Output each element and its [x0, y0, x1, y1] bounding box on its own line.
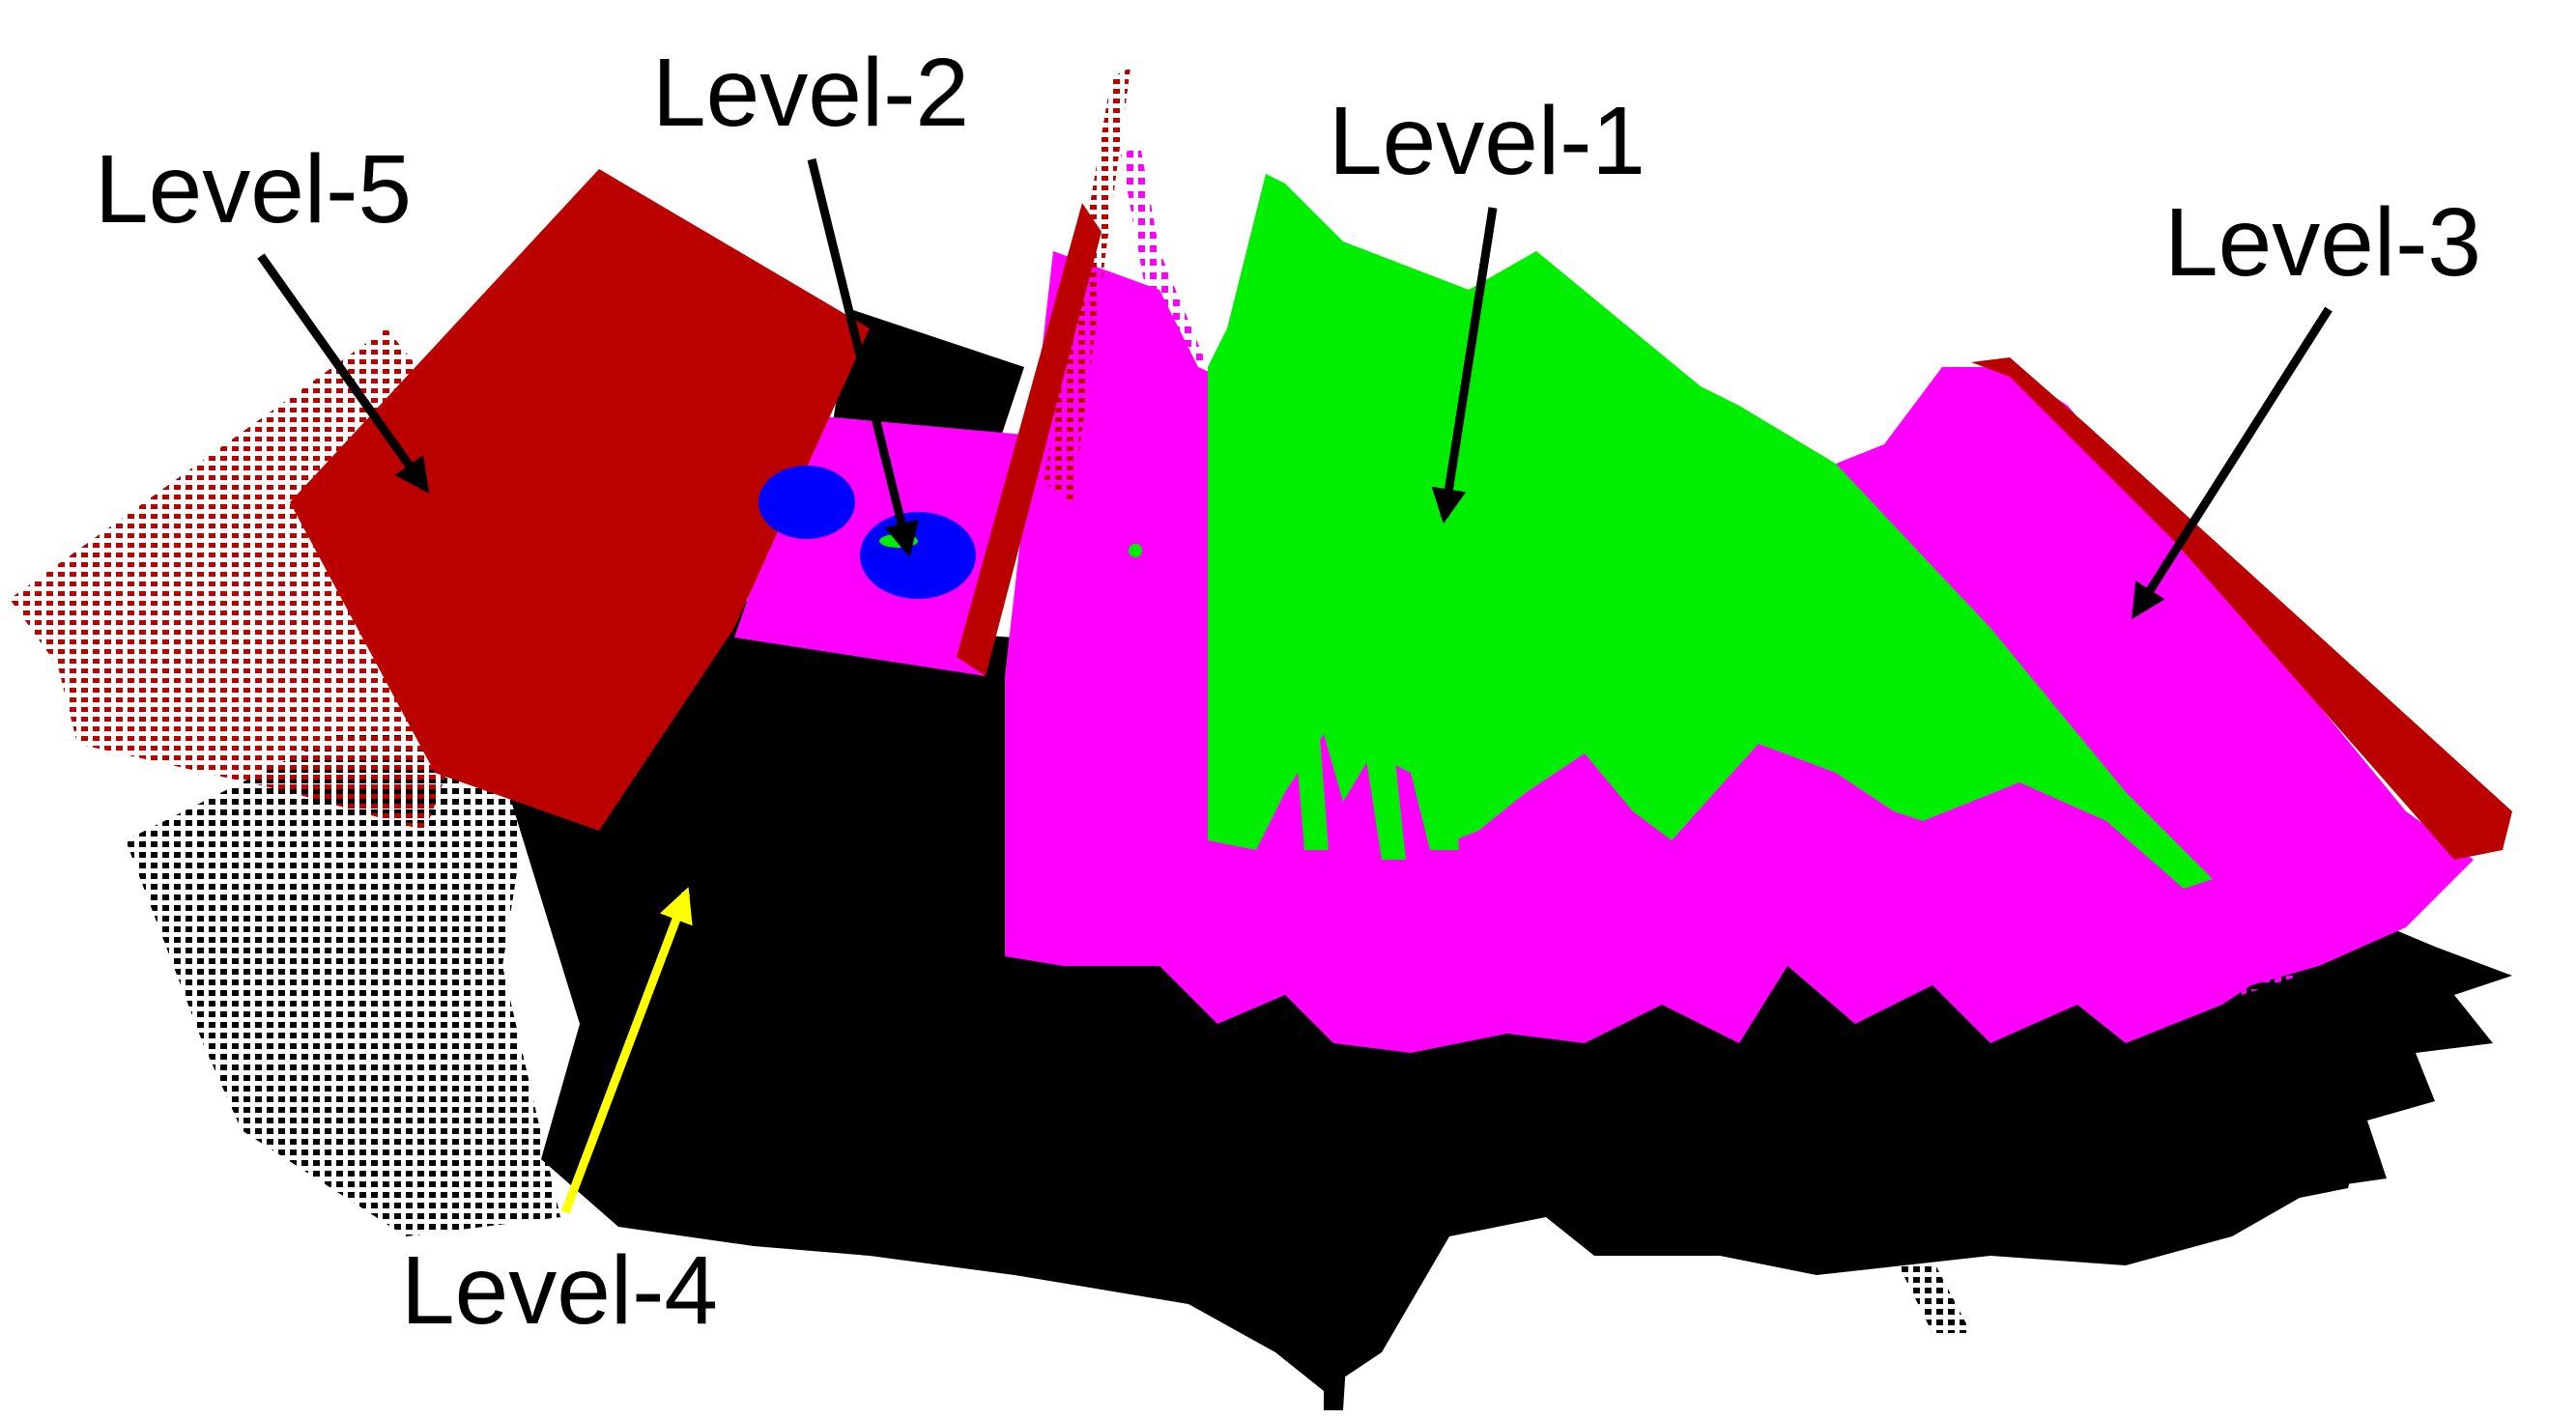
label-level4: Level-4 — [401, 1236, 718, 1345]
level3-dotted-fringe-right — [2222, 638, 2435, 995]
level1-surface — [1208, 174, 2213, 889]
level5-main-plate — [290, 169, 870, 831]
level1-small-spot — [1129, 544, 1142, 557]
level1-arrow — [1431, 207, 1498, 525]
callout-arrows — [257, 157, 2333, 1214]
level2-green-spot — [879, 534, 918, 548]
label-level2: Level-2 — [652, 39, 969, 147]
level-labels: Level-5 Level-2 Level-1 Level-3 Level-4 — [95, 39, 2481, 1345]
level4-dotted-tail — [1826, 1121, 1971, 1333]
level1-spike-b — [1362, 724, 1406, 860]
level1-spike-c — [1420, 734, 1459, 850]
level5-arrow — [257, 253, 430, 494]
label-level3: Level-3 — [2164, 188, 2481, 297]
level3-arrow — [2132, 306, 2333, 620]
level2-arrow — [807, 157, 919, 557]
level2-blob-right — [860, 512, 976, 599]
level4-arrow — [560, 887, 693, 1214]
level4-dotted-fringe — [126, 715, 560, 1236]
label-level5: Level-5 — [95, 135, 412, 243]
level5-right-rim — [1971, 357, 2512, 860]
level5-spike-dots — [1044, 68, 1131, 502]
level1-spike-a — [1295, 724, 1329, 850]
level4-bottom-drip — [1324, 1256, 1353, 1410]
level5-surface — [10, 68, 2512, 860]
level2-blob-left — [758, 466, 855, 539]
label-level1: Level-1 — [1329, 87, 1646, 195]
level3-dotted-spike — [1121, 145, 1208, 367]
level5-tall-spike — [957, 203, 1102, 676]
level1-main-body — [1208, 174, 2213, 889]
